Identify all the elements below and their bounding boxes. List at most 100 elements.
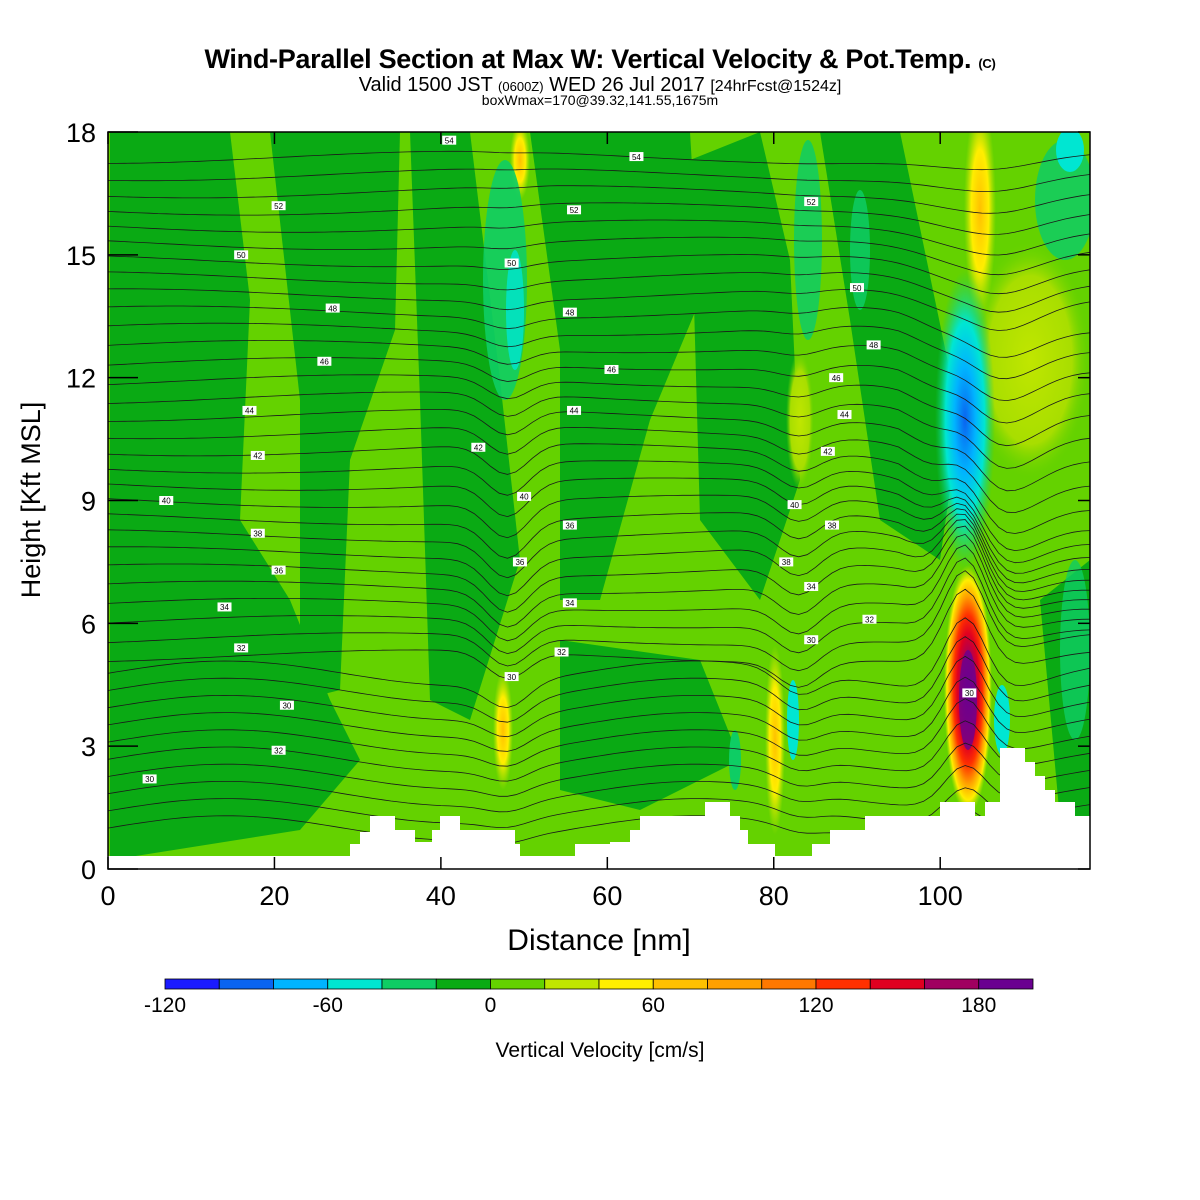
theta-label: 46	[607, 366, 616, 375]
theta-label: 54	[445, 136, 454, 145]
theta-label-box	[217, 602, 232, 612]
theta-label: 32	[274, 746, 283, 755]
x-tick-label: 60	[592, 881, 622, 911]
theta-label-box	[779, 557, 794, 567]
theta-label-box	[317, 356, 332, 366]
theta-label-box	[512, 557, 527, 567]
colorbar-swatch	[327, 978, 383, 990]
theta-label-box	[471, 442, 486, 452]
theta-label-box	[862, 614, 877, 624]
theta-label-box	[142, 774, 157, 784]
theta-label: 34	[220, 603, 229, 612]
theta-contour-line	[108, 617, 1090, 709]
theta-contour-line	[108, 202, 1090, 235]
colorbar-swatch	[761, 978, 817, 990]
theta-contour-line	[108, 357, 1090, 424]
theta-label-box	[804, 581, 819, 591]
theta-contour-line	[108, 168, 1090, 192]
colorbar-tick-label: -120	[144, 994, 186, 1017]
theta-contour-line	[108, 322, 1090, 380]
theta-label-box	[787, 500, 802, 510]
theta-label-box	[567, 405, 582, 415]
theta-label: 46	[320, 357, 329, 366]
colorbar: -120 -60 0 60 120 180	[144, 978, 1034, 1017]
theta-label-box	[866, 340, 881, 350]
theta-contour-line	[108, 698, 1090, 767]
theta-contour-line	[108, 636, 1090, 723]
theta-label-box	[517, 491, 532, 501]
theta-contour-line	[108, 340, 1090, 402]
theta-label: 42	[474, 443, 483, 452]
y-tick-label: 9	[81, 487, 96, 517]
theta-label: 32	[865, 615, 874, 624]
theta-contour-line	[108, 271, 1090, 313]
x-tick-label: 20	[259, 881, 289, 911]
theta-label-box	[504, 258, 519, 268]
downdraft-regions	[110, 132, 1090, 860]
theta-contours	[108, 150, 1090, 845]
theta-label: 30	[965, 689, 974, 698]
colorbar-tick-label: 180	[961, 994, 996, 1017]
colorbar-label: Vertical Velocity [cm/s]	[496, 1039, 705, 1062]
theta-contour-line	[108, 219, 1090, 256]
theta-label-box	[562, 307, 577, 317]
theta-label-box	[804, 197, 819, 207]
theta-label-box	[562, 520, 577, 530]
theta-label: 34	[807, 583, 816, 592]
theta-label-box	[279, 700, 294, 710]
theta-label-box	[250, 528, 265, 538]
theta-label: 50	[853, 284, 862, 293]
colorbar-swatch	[598, 978, 654, 990]
theta-label: 30	[282, 701, 291, 710]
x-tick-label: 100	[918, 881, 963, 911]
x-tick-label: 80	[759, 881, 789, 911]
theta-label: 30	[807, 636, 816, 645]
colorbar-swatch	[164, 978, 220, 990]
subtitle-valid: Valid 1500 JST	[358, 74, 493, 96]
theta-label-box	[604, 364, 619, 374]
x-axis-label: Distance [nm]	[507, 924, 690, 957]
theta-label-box	[271, 565, 286, 575]
theta-label: 52	[807, 198, 816, 207]
theta-label-box	[837, 410, 852, 420]
theta-label-box	[234, 250, 249, 260]
theta-contour-line	[108, 508, 1090, 584]
theta-label: 30	[145, 775, 154, 784]
theta-contour-line	[108, 288, 1090, 331]
theta-label: 32	[557, 648, 566, 657]
theta-label-box	[554, 647, 569, 657]
theta-label: 48	[565, 308, 574, 317]
subtitle-date: WED 26 Jul 2017	[549, 74, 705, 96]
chart-subtitle: Valid 1500 JST (0600Z) WED 26 Jul 2017 […	[0, 74, 1200, 97]
theta-contour-line	[108, 742, 1090, 797]
theta-label-box	[829, 373, 844, 383]
theta-contour-line	[108, 588, 1090, 688]
theta-label: 48	[869, 341, 878, 350]
colorbar-swatch	[435, 978, 491, 990]
colorbar-swatch	[652, 978, 708, 990]
theta-label: 52	[570, 206, 579, 215]
theta-contour-line	[108, 409, 1090, 492]
title-unit: (C)	[978, 56, 996, 71]
theta-contour-line	[108, 557, 1090, 655]
theta-contour-line	[108, 655, 1090, 738]
terrain-mask	[108, 748, 1090, 869]
theta-contour-line	[108, 254, 1090, 295]
updraft-regions	[493, 132, 1090, 835]
colorbar-swatch	[869, 978, 925, 990]
theta-label: 36	[565, 521, 574, 530]
theta-label: 40	[520, 493, 529, 502]
colorbar-swatch	[273, 978, 329, 990]
subtitle-forecast: [24hrFcst@1524z]	[710, 78, 842, 95]
y-tick-label: 12	[66, 364, 96, 394]
theta-contour-line	[108, 765, 1090, 813]
theta-label: 38	[782, 558, 791, 567]
colorbar-swatch	[707, 978, 763, 990]
theta-label: 36	[515, 558, 524, 567]
theta-contour-line	[108, 185, 1090, 214]
colorbar-swatch	[381, 978, 437, 990]
chart-title: Wind-Parallel Section at Max W: Vertical…	[204, 44, 996, 74]
theta-contour-line	[108, 305, 1090, 358]
